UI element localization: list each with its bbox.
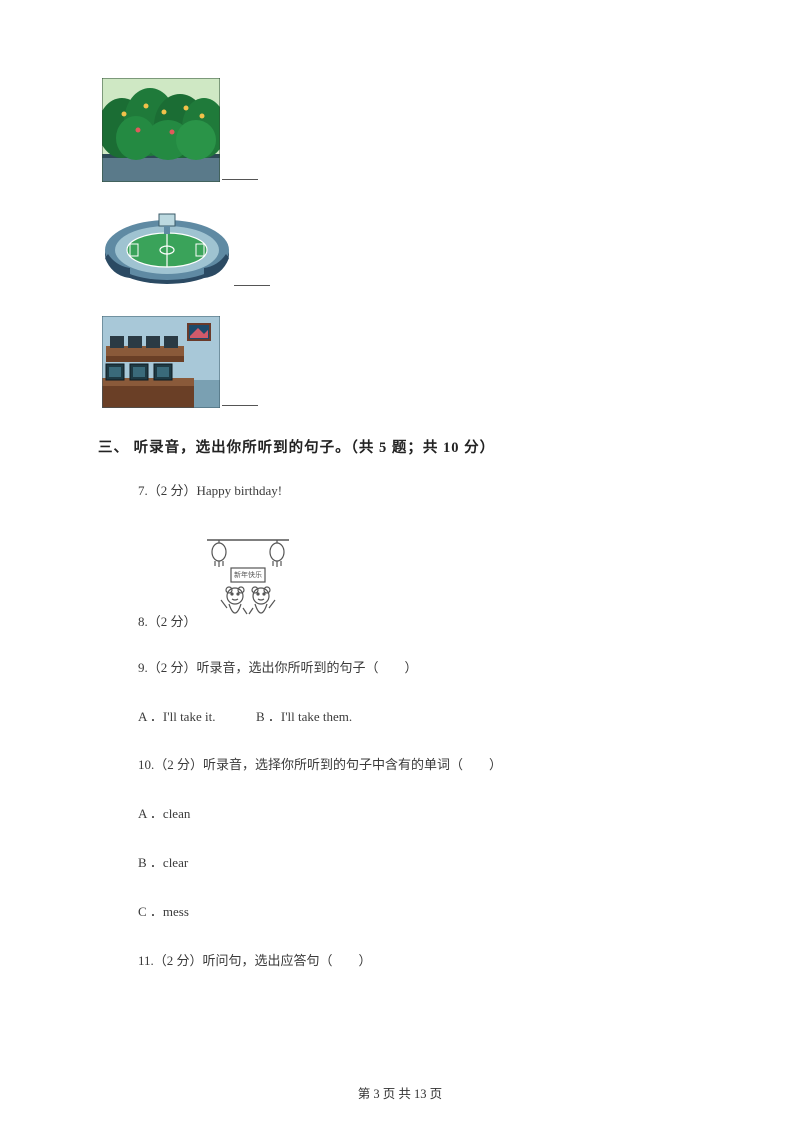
new-year-image: 新年快乐 xyxy=(201,530,295,630)
q11-text: 11.（2 分）听问句，选出应答句（ ） xyxy=(138,951,702,972)
answer-blank-2[interactable] xyxy=(234,285,270,286)
q9-option-a[interactable]: A ．I'll take it. xyxy=(138,709,215,724)
image-block-3 xyxy=(102,316,702,408)
q9-text: 9.（2 分）听录音，选出你所听到的句子（ ） xyxy=(138,658,702,679)
section-title: 三、 听录音，选出你所听到的句子。（共 5 题；共 10 分） xyxy=(98,436,702,457)
q8-row: 8.（2 分） xyxy=(138,530,702,630)
svg-text:新年快乐: 新年快乐 xyxy=(234,570,262,579)
image-block-1 xyxy=(102,78,702,182)
q8-label: 8.（2 分） xyxy=(138,611,197,630)
garden-image xyxy=(102,78,220,182)
q9-options: A ．I'll take it. B ．I'll take them. xyxy=(138,707,702,728)
page-container: 三、 听录音，选出你所听到的句子。（共 5 题；共 10 分） 7.（2 分）H… xyxy=(0,0,800,1132)
computer-room-image xyxy=(102,316,220,408)
answer-blank-1[interactable] xyxy=(222,179,258,180)
stadium-image xyxy=(102,210,232,288)
q10-option-a[interactable]: A ．clean xyxy=(138,804,702,825)
q10-option-b[interactable]: B ．clear xyxy=(138,853,702,874)
answer-blank-3[interactable] xyxy=(222,405,258,406)
image-block-2 xyxy=(102,210,702,288)
q7-text: 7.（2 分）Happy birthday! xyxy=(138,481,702,502)
page-footer: 第 3 页 共 13 页 xyxy=(0,1083,800,1102)
q9-option-b[interactable]: B ．I'll take them. xyxy=(256,709,352,724)
q10-text: 10.（2 分）听录音，选择你所听到的句子中含有的单词（ ） xyxy=(138,755,702,776)
q10-option-c[interactable]: C ．mess xyxy=(138,902,702,923)
